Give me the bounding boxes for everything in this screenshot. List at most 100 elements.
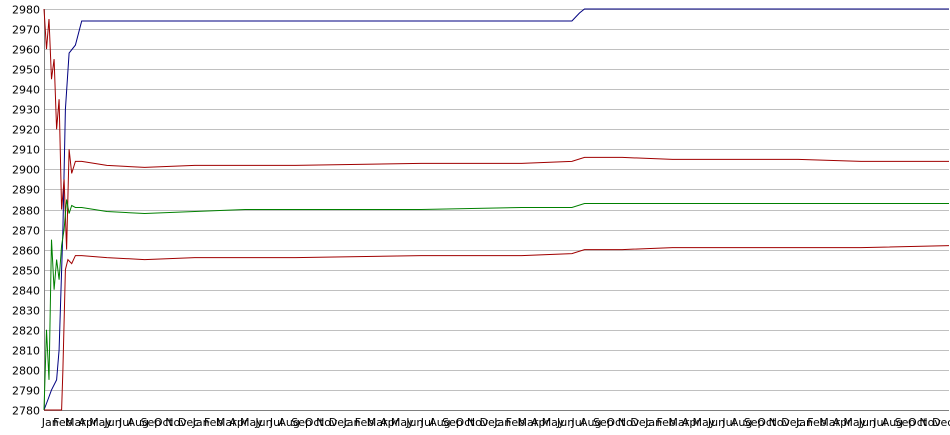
x-tick-label: Dec	[329, 416, 350, 429]
x-tick-label: Apr	[380, 416, 400, 429]
x-tick-label: Apr	[229, 416, 249, 429]
x-tick-label: Jun	[104, 416, 122, 429]
x-tick-label: May	[843, 416, 866, 429]
x-tick-label: Jan	[342, 416, 360, 429]
x-tick-label: Aug	[731, 416, 752, 429]
x-tick-label: May	[693, 416, 716, 429]
x-tick-label: Jul	[571, 416, 585, 429]
axes	[44, 9, 949, 411]
x-tick-label: Mar	[367, 416, 388, 429]
y-tick-label: 2880	[12, 205, 40, 218]
x-tick-label: Jul	[118, 416, 132, 429]
x-tick-label: Dec	[781, 416, 802, 429]
x-tick-label: Dec	[178, 416, 199, 429]
x-tick-label: Dec	[630, 416, 651, 429]
y-tick-label: 2970	[12, 24, 40, 37]
x-tick-label: Feb	[807, 416, 826, 429]
x-tick-label: Jan	[795, 416, 813, 429]
y-tick-label: 2980	[12, 4, 40, 17]
x-tick-label: Oct	[757, 416, 777, 429]
y-tick-label: 2930	[12, 104, 40, 117]
y-tick-label: 2860	[12, 245, 40, 258]
x-tick-label: Feb	[204, 416, 223, 429]
x-tick-label: Jun	[405, 416, 423, 429]
x-tick-label: Jan	[644, 416, 662, 429]
x-tick-label: Nov	[165, 416, 187, 429]
x-tick-label: Dec	[932, 416, 950, 429]
x-tick-label: Jun	[707, 416, 725, 429]
y-tick-label: 2910	[12, 144, 40, 157]
y-tick-label: 2920	[12, 124, 40, 137]
x-tick-label: Apr	[78, 416, 98, 429]
x-tick-label: Sep	[593, 416, 614, 429]
y-tick-label: 2850	[12, 265, 40, 278]
x-tick-label: Aug	[278, 416, 299, 429]
y-tick-label: 2820	[12, 325, 40, 338]
x-tick-label: Sep	[744, 416, 765, 429]
x-tick-label: Aug	[429, 416, 450, 429]
x-tick-label: Apr	[682, 416, 702, 429]
y-tick-label: 2800	[12, 365, 40, 378]
x-tick-label: Apr	[531, 416, 551, 429]
x-tick-label: Mar	[668, 416, 689, 429]
y-tick-label: 2790	[12, 385, 40, 398]
x-tick-label: Feb	[656, 416, 675, 429]
x-tick-label: Jan	[493, 416, 511, 429]
x-tick-label: Nov	[769, 416, 791, 429]
y-tick-label: 2950	[12, 64, 40, 77]
x-tick-label: Mar	[518, 416, 539, 429]
series-line-3	[43, 199, 949, 411]
x-tick-label: Mar	[819, 416, 840, 429]
y-tick-label: 2830	[12, 305, 40, 318]
x-tick-label: Oct	[606, 416, 626, 429]
y-tick-label: 2870	[12, 225, 40, 238]
x-tick-label: Nov	[618, 416, 640, 429]
series-line-2	[43, 8, 949, 250]
x-tick-label: Jul	[872, 416, 886, 429]
x-tick-label: Jun	[556, 416, 574, 429]
y-tick-label: 2780	[12, 405, 40, 418]
x-tick-label: Sep	[895, 416, 916, 429]
x-tick-label: Aug	[882, 416, 903, 429]
x-tick-label: Apr	[833, 416, 853, 429]
gridlines	[44, 9, 949, 411]
x-tick-label: May	[240, 416, 263, 429]
x-tick-label: Jun	[858, 416, 876, 429]
x-tick-label: Oct	[305, 416, 325, 429]
x-tick-label: May	[542, 416, 565, 429]
x-tick-label: Aug	[128, 416, 149, 429]
series-line-1	[43, 8, 949, 411]
y-axis-tick-labels: 2780 2790 2800 2810 2820 2830 2840 2850 2860 2870…	[12, 4, 40, 418]
series-line-4	[44, 245, 950, 411]
y-tick-label: 2900	[12, 164, 40, 177]
x-tick-label: Feb	[53, 416, 72, 429]
x-axis-tick-labels: JanFebMarAprMayJunJulAugSepOctNovDecJanF…	[41, 416, 950, 429]
y-tick-label: 2840	[12, 285, 40, 298]
x-tick-label: Dec	[480, 416, 501, 429]
y-tick-label: 2810	[12, 345, 40, 358]
x-tick-label: Jul	[721, 416, 735, 429]
x-tick-label: May	[89, 416, 112, 429]
x-tick-label: Jul	[269, 416, 283, 429]
x-tick-label: Jun	[254, 416, 272, 429]
x-tick-label: Oct	[456, 416, 476, 429]
x-tick-label: Jul	[420, 416, 434, 429]
x-tick-label: Mar	[216, 416, 237, 429]
x-tick-label: Sep	[291, 416, 312, 429]
x-tick-label: Aug	[580, 416, 601, 429]
x-tick-label: Nov	[316, 416, 338, 429]
x-tick-label: Feb	[355, 416, 374, 429]
x-tick-label: May	[391, 416, 414, 429]
x-tick-label: Sep	[140, 416, 161, 429]
y-tick-label: 2960	[12, 44, 40, 57]
x-tick-label: Sep	[442, 416, 463, 429]
y-tick-label: 2890	[12, 184, 40, 197]
x-tick-label: Nov	[919, 416, 941, 429]
x-tick-label: Nov	[467, 416, 489, 429]
x-tick-label: Mar	[65, 416, 86, 429]
y-tick-label: 2940	[12, 84, 40, 97]
x-tick-label: Jan	[41, 416, 59, 429]
x-tick-label: Oct	[908, 416, 928, 429]
x-tick-label: Jan	[192, 416, 210, 429]
